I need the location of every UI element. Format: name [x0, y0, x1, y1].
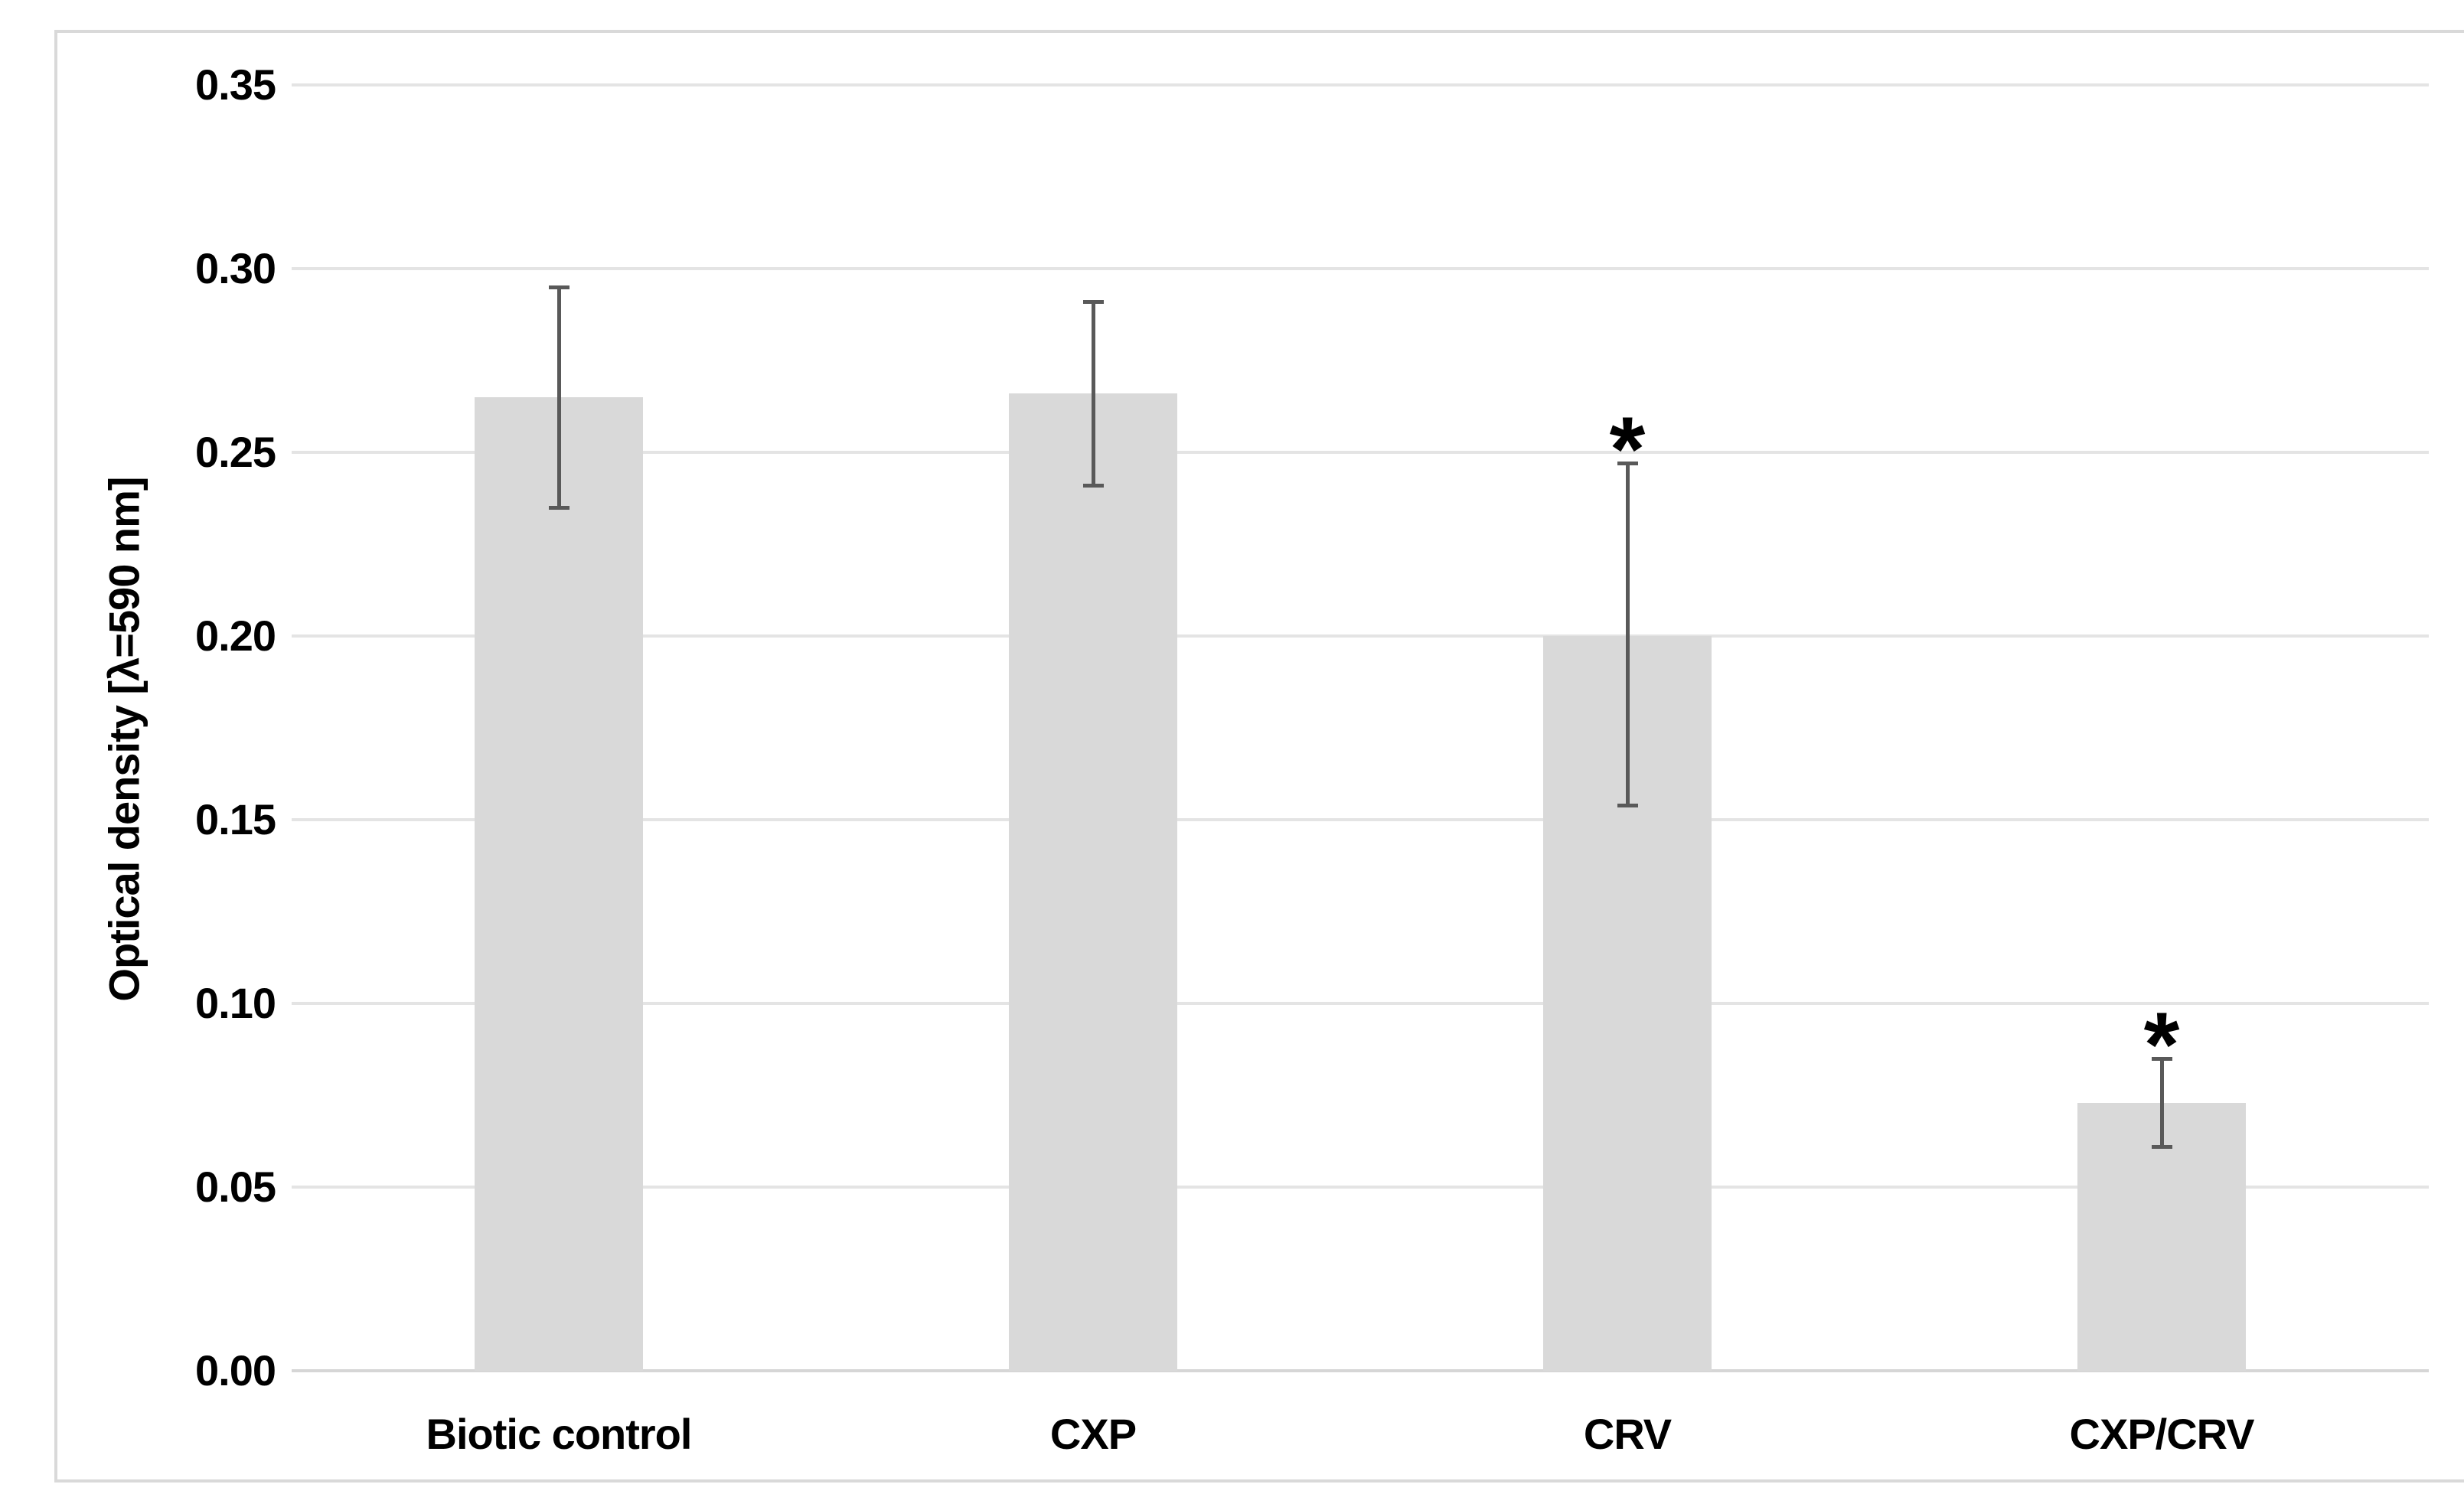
gridline-0.15 — [292, 818, 2429, 821]
y-axis-title-text: Optical density [λ=590 nm] — [100, 477, 148, 1002]
error-bar-cap-bottom-cxp — [1082, 484, 1104, 488]
error-bar-biotic-control — [556, 287, 561, 507]
gridline-0.30 — [292, 267, 2429, 270]
error-bar-crv — [1625, 463, 1630, 805]
gridline-0.05 — [292, 1186, 2429, 1189]
x-axis-line — [292, 1369, 2429, 1372]
optical-density-bar-chart: Optical density [λ=590 nm] 0.00 0.05 0.10 0… — [31, 12, 2464, 1507]
error-bar-cap-top-crv — [1617, 462, 1638, 466]
significance-asterisk-text: * — [1609, 398, 1646, 501]
chart-frame-border — [54, 30, 2464, 1483]
y-tick-0.10: 0.10 — [195, 979, 276, 1027]
y-tick-0.35: 0.35 — [195, 60, 276, 109]
y-tick-0.30: 0.30 — [195, 244, 276, 292]
bar-cxp — [1009, 393, 1177, 1371]
error-bar-cap-top-cxp — [1082, 300, 1104, 305]
y-tick-0.15: 0.15 — [195, 795, 276, 843]
gridline-0.20 — [292, 634, 2429, 638]
gridline-0.10 — [292, 1002, 2429, 1005]
gridline-0.25 — [292, 451, 2429, 454]
x-label-text: Biotic control — [426, 1410, 693, 1458]
x-label-text: CRV — [1583, 1410, 1672, 1458]
error-bar-cap-top-biotic-control — [548, 285, 569, 289]
error-bar-cap-bottom-crv — [1617, 803, 1638, 807]
y-tick-0.00: 0.00 — [195, 1346, 276, 1394]
error-bar-cxp — [1091, 302, 1095, 486]
significance-asterisk-text: * — [2143, 993, 2180, 1096]
gridline-0.35 — [292, 83, 2429, 86]
y-tick-0.05: 0.05 — [195, 1163, 276, 1211]
error-bar-cap-top-cxp-crv — [2151, 1057, 2172, 1061]
x-label-text: CXP/CRV — [2069, 1410, 2255, 1458]
y-tick-0.25: 0.25 — [195, 428, 276, 476]
error-bar-cap-bottom-cxp-crv — [2151, 1145, 2172, 1150]
error-bar-cxp-crv — [2159, 1058, 2164, 1147]
bar-biotic-control — [475, 397, 643, 1371]
y-tick-0.20: 0.20 — [195, 612, 276, 660]
error-bar-cap-bottom-biotic-control — [548, 506, 569, 510]
x-label-text: CXP — [1049, 1410, 1137, 1458]
